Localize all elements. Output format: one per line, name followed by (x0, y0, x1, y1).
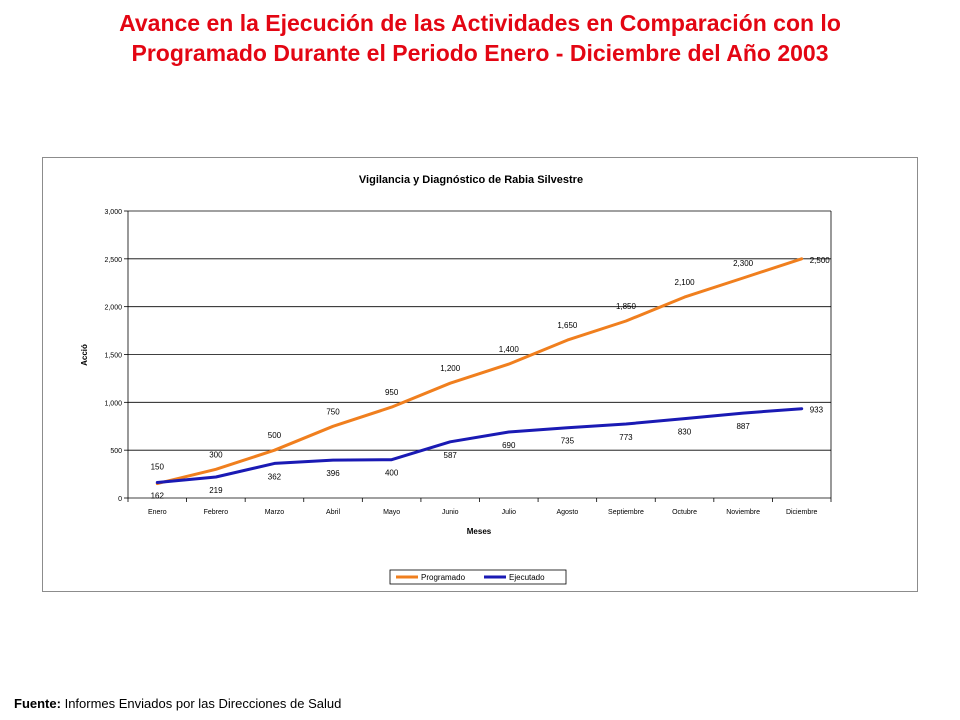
x-tick-label: Abril (326, 509, 340, 516)
line-chart: Vigilancia y Diagnóstico de Rabia Silves… (80, 174, 832, 585)
data-label-ejecutado: 587 (444, 451, 458, 460)
data-label-programado: 1,400 (499, 345, 520, 354)
slide-title: Avance en la Ejecución de las Actividade… (0, 8, 960, 68)
slide-title-line-2: Programado Durante el Periodo Enero - Di… (131, 40, 829, 66)
x-tick-label: Enero (148, 509, 167, 516)
legend-label: Programado (421, 573, 466, 582)
x-tick-label: Octubre (672, 509, 697, 516)
data-label-programado: 2,100 (675, 278, 696, 287)
source-note: Fuente: Informes Enviados por las Direcc… (14, 696, 341, 711)
legend: Programado Ejecutado (389, 569, 567, 585)
x-tick-label: Agosto (556, 509, 578, 516)
slide-title-line-1: Avance en la Ejecución de las Actividade… (119, 10, 841, 36)
y-tick-label: 1,500 (104, 353, 122, 360)
legend-label: Ejecutado (509, 573, 545, 582)
data-label-programado: 150 (151, 463, 165, 472)
data-label-programado: 300 (209, 450, 223, 459)
x-tick-label: Febrero (204, 509, 229, 516)
data-label-ejecutado: 162 (151, 492, 165, 501)
data-labels: 150 300 500 750 950 1,200 1,400 1,650 1,850 2,100… (151, 256, 831, 501)
data-label-ejecutado: 830 (678, 428, 692, 437)
x-tick-label: Noviembre (726, 509, 760, 516)
y-tick-label: 2,000 (104, 305, 122, 312)
legend-box (389, 569, 567, 585)
x-axis-title: Meses (467, 527, 492, 536)
axes: 0 500 1,000 1,500 2,000 2,500 3,000 Enero Febrer… (104, 209, 832, 516)
x-tick-label: Julio (502, 509, 517, 516)
data-label-ejecutado: 219 (209, 486, 223, 495)
y-tick-label: 0 (118, 496, 122, 503)
series-line-ejecutado (155, 407, 804, 484)
data-label-programado: 1,850 (616, 302, 637, 311)
gridlines (128, 210, 832, 498)
y-tick-label: 2,500 (104, 257, 122, 264)
data-label-programado: 1,650 (557, 321, 578, 330)
y-tick-label: 3,000 (104, 209, 122, 216)
x-tick-label: Junio (442, 509, 459, 516)
data-label-programado: 950 (385, 388, 399, 397)
data-label-ejecutado: 396 (326, 469, 340, 478)
data-label-ejecutado: 690 (502, 441, 516, 450)
x-tick-label: Marzo (265, 509, 285, 516)
source-label: Fuente: (14, 696, 61, 711)
data-label-ejecutado: 887 (736, 422, 750, 431)
x-tick-label: Mayo (383, 509, 400, 516)
y-tick-label: 500 (110, 448, 122, 455)
x-tick-label: Diciembre (786, 509, 818, 516)
chart-frame: Vigilancia y Diagnóstico de Rabia Silves… (42, 157, 918, 592)
data-label-programado: 1,200 (440, 364, 461, 373)
data-label-ejecutado: 362 (268, 472, 282, 481)
y-axis-title: Acció (80, 344, 89, 366)
data-label-ejecutado: 400 (385, 469, 399, 478)
x-tick-label: Septiembre (608, 509, 644, 516)
data-label-programado: 500 (268, 431, 282, 440)
data-label-ejecutado: 735 (561, 437, 575, 446)
data-label-ejecutado: 933 (810, 406, 824, 415)
y-tick-label: 1,000 (104, 400, 122, 407)
series-line-programado (155, 257, 804, 486)
data-label-programado: 750 (326, 407, 340, 416)
chart-title: Vigilancia y Diagnóstico de Rabia Silves… (359, 174, 583, 186)
series-lines (155, 257, 804, 486)
data-label-ejecutado: 773 (619, 433, 633, 442)
data-label-programado: 2,300 (733, 259, 754, 268)
source-text: Informes Enviados por las Direcciones de… (64, 696, 342, 711)
data-label-programado: 2,500 (810, 256, 831, 265)
